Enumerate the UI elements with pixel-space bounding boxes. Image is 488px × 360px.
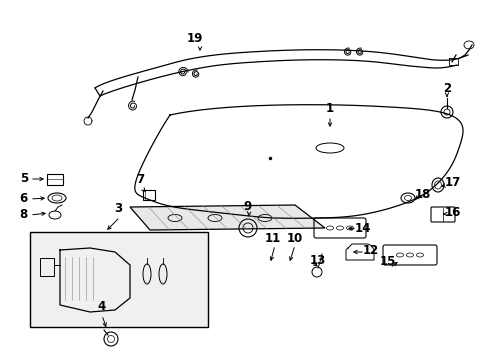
Text: 2: 2 — [442, 82, 450, 95]
Text: 11: 11 — [264, 232, 281, 245]
Text: 16: 16 — [444, 207, 461, 220]
Text: 3: 3 — [114, 202, 122, 215]
Text: 10: 10 — [286, 232, 303, 245]
Polygon shape — [130, 205, 325, 230]
Text: 4: 4 — [98, 300, 106, 313]
Text: 14: 14 — [354, 221, 370, 234]
Bar — [30, 232, 207, 327]
Bar — [40, 258, 54, 276]
Text: 12: 12 — [362, 243, 379, 256]
Text: 5: 5 — [20, 171, 28, 184]
Text: 19: 19 — [186, 32, 203, 45]
Text: 8: 8 — [20, 208, 28, 221]
Text: 7: 7 — [136, 173, 144, 186]
Text: 17: 17 — [444, 176, 460, 189]
Text: 15: 15 — [379, 255, 395, 268]
Text: 13: 13 — [309, 253, 325, 266]
Text: 1: 1 — [325, 102, 333, 115]
Text: 18: 18 — [414, 189, 430, 202]
Text: 9: 9 — [243, 200, 251, 213]
Text: 6: 6 — [20, 192, 28, 204]
